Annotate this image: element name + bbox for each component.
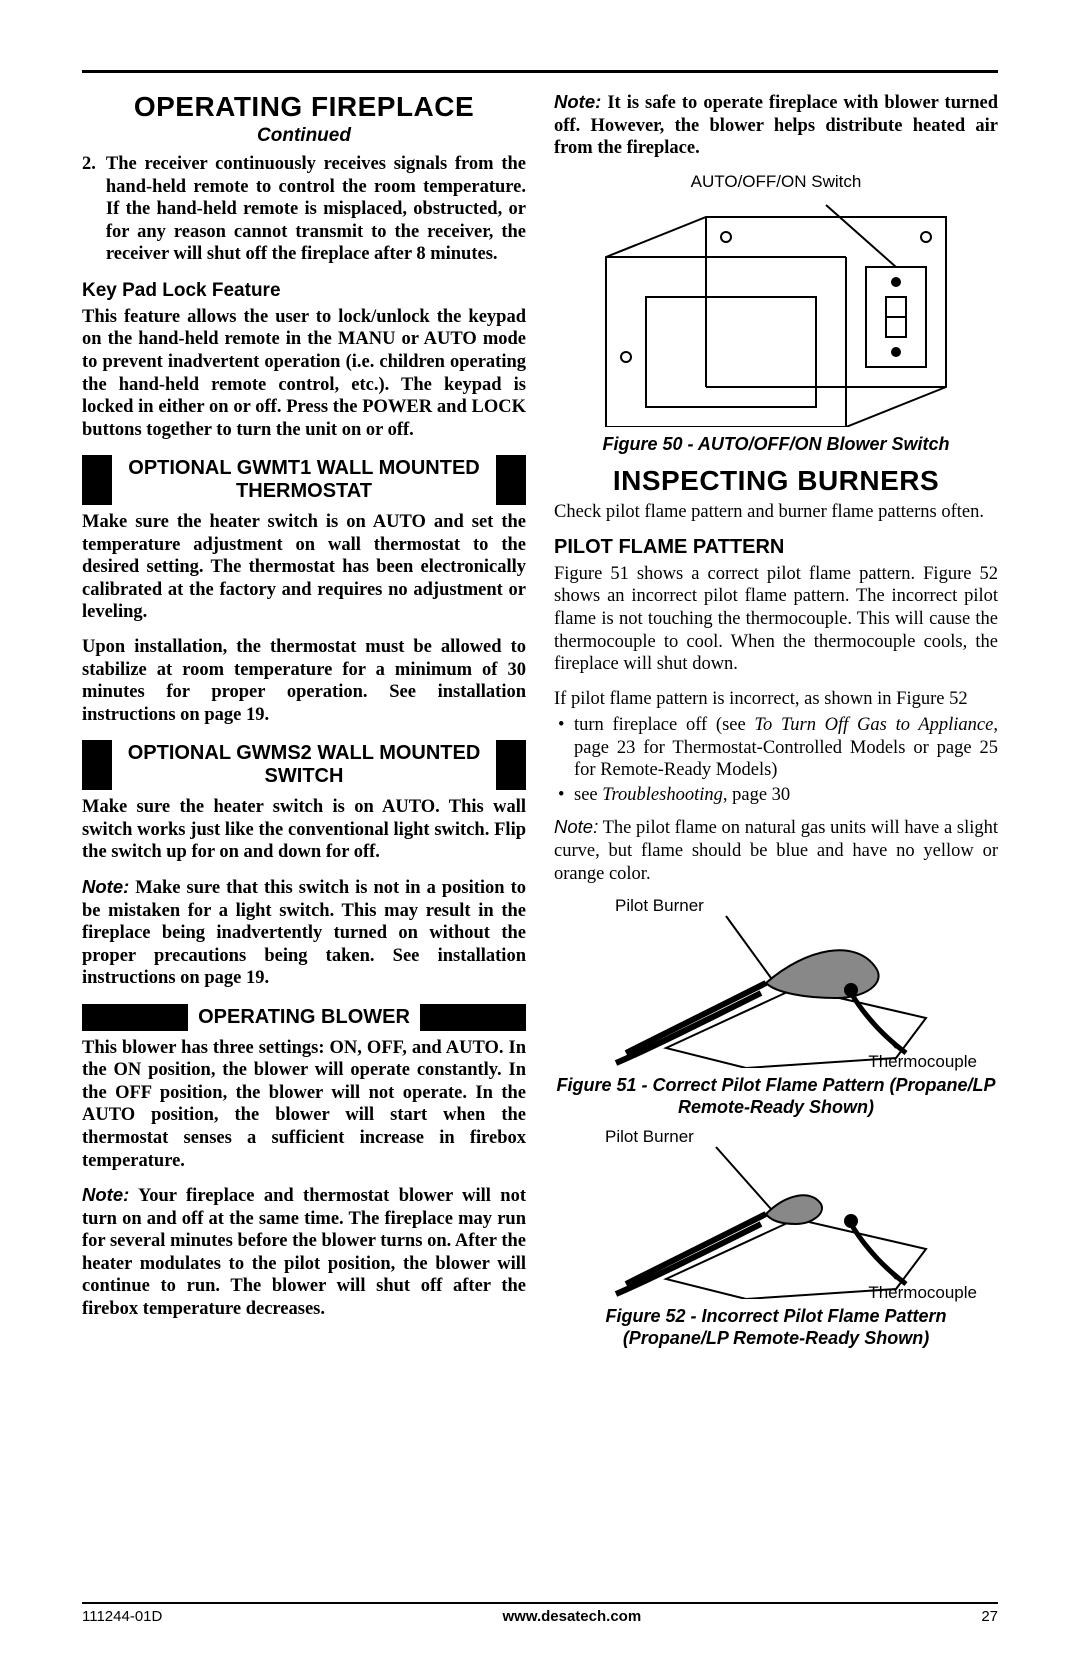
pfp-bullet-1: turn fireplace off (see To Turn Off Gas … [554,714,998,782]
b1-pre: turn fireplace off (see [574,715,754,735]
figure-52: Pilot Burner Thermocouple [554,1128,998,1300]
thermocouple-label-52: Thermocouple [868,1283,977,1303]
right-top-note: Note: It is safe to operate fireplace wi… [554,91,998,160]
blower-note: Note: Your fireplace and thermostat blow… [82,1184,526,1320]
left-column: OPERATING FIREPLACE Continued 2. The rec… [82,91,526,1360]
gwms2-p1: Make sure the heater switch is on AUTO. … [82,796,526,864]
note-label: Note: [554,816,598,837]
blower-p1: This blower has three settings: ON, OFF,… [82,1037,526,1172]
gwms2-band-label: OPTIONAL GWMS2 WALL MOUNTED SWITCH [112,740,496,790]
footer-url: www.desatech.com [503,1608,642,1625]
gwms2-band: OPTIONAL GWMS2 WALL MOUNTED SWITCH [82,740,526,790]
figure-50 [554,196,998,428]
pfp-p2: If pilot flame pattern is incorrect, as … [554,688,998,711]
footer-rule [82,1602,998,1604]
blower-note-text: Your fireplace and thermostat blower wil… [82,1186,526,1319]
pfp-bullets: turn fireplace off (see To Turn Off Gas … [554,714,998,806]
fig51-caption: Figure 51 - Correct Pilot Flame Pattern … [554,1075,998,1118]
footer-page: 27 [981,1608,998,1625]
item-number: 2. [82,153,96,266]
pfp-note: Note: The pilot flame on natural gas uni… [554,816,998,885]
gwmt1-p1: Make sure the heater switch is on AUTO a… [82,511,526,624]
band-bar-right [496,740,526,790]
b2-ital: Troubleshooting [602,785,723,805]
gwmt1-band: OPTIONAL GWMT1 WALL MOUNTED THERMOSTAT [82,455,526,505]
right-top-note-text: It is safe to operate fireplace with blo… [554,93,998,158]
fig50-caption: Figure 50 - AUTO/OFF/ON Blower Switch [554,434,998,456]
page-footer: 111244-01D www.desatech.com 27 [82,1602,998,1625]
gwms2-note: Note: Make sure that this switch is not … [82,876,526,990]
band-bar-left [82,455,112,505]
gwmt1-p2: Upon installation, the thermostat must b… [82,636,526,726]
keypad-para: This feature allows the user to lock/unl… [82,306,526,441]
figure-51: Pilot Burner Thermo [554,897,998,1069]
inspect-intro: Check pilot flame pattern and burner fla… [554,501,998,524]
top-rule [82,70,998,73]
numbered-item-2: 2. The receiver continuously receives si… [82,153,526,266]
band-bar-left [82,740,112,790]
note-label: Note: [82,1184,129,1205]
blower-band-label: OPERATING BLOWER [188,1004,420,1031]
gwmt1-band-label: OPTIONAL GWMT1 WALL MOUNTED THERMOSTAT [112,455,496,505]
b2-post: , page 30 [723,785,790,805]
right-column: Note: It is safe to operate fireplace wi… [554,91,998,1360]
pfp-bullet-2: see Troubleshooting, page 30 [554,784,998,807]
continued-label: Continued [82,125,526,147]
keypad-subhead: Key Pad Lock Feature [82,280,526,302]
switch-callout: AUTO/OFF/ON Switch [554,172,998,192]
item-text: The receiver continuously receives signa… [106,153,526,266]
band-bar-right [496,455,526,505]
pfp-note-text: The pilot flame on natural gas units wil… [554,818,998,883]
pilot-burner-label-52: Pilot Burner [605,1127,694,1147]
left-h1: OPERATING FIREPLACE [82,91,526,123]
pfp-head: PILOT FLAME PATTERN [554,536,998,559]
band-bar-left [82,1004,188,1031]
thermocouple-label-51: Thermocouple [868,1052,977,1072]
b2-pre: see [574,785,602,805]
note-label: Note: [82,876,129,897]
gwms2-note-text: Make sure that this switch is not in a p… [82,878,526,988]
footer-row: 111244-01D www.desatech.com 27 [82,1608,998,1625]
blower-band: OPERATING BLOWER [82,1004,526,1031]
pfp-p1: Figure 51 shows a correct pilot flame pa… [554,563,998,676]
footer-doc-id: 111244-01D [82,1608,162,1625]
b1-ital: To Turn Off Gas to Appliance [754,715,993,735]
two-column-layout: OPERATING FIREPLACE Continued 2. The rec… [82,91,998,1360]
pilot-burner-label-51: Pilot Burner [615,896,704,916]
band-bar-right [420,1004,526,1031]
fig52-caption: Figure 52 - Incorrect Pilot Flame Patter… [554,1306,998,1349]
note-label: Note: [554,91,601,112]
right-h1: INSPECTING BURNERS [554,465,998,497]
